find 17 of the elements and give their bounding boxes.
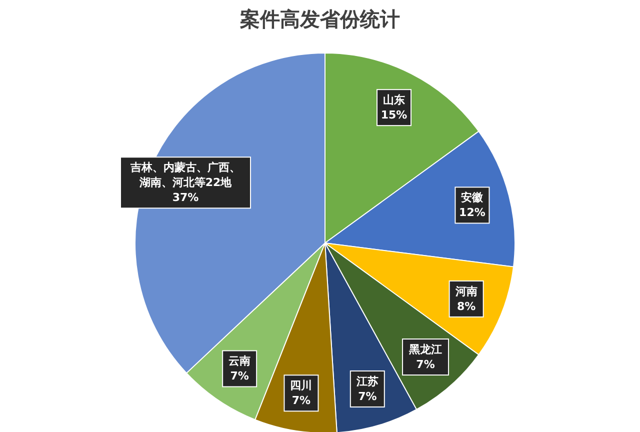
data-label: 15% xyxy=(380,108,408,122)
data-label: 7% xyxy=(416,358,435,372)
slice-label: 黑龙江 xyxy=(408,343,442,356)
data-label: 12% xyxy=(459,206,486,220)
slice-label: 河南 xyxy=(454,284,478,298)
slice-label: 山东 xyxy=(383,94,406,107)
data-label: 7% xyxy=(230,370,249,383)
slice-label: 四川 xyxy=(290,379,312,392)
slice-label: 江苏 xyxy=(355,374,378,388)
data-label: 7% xyxy=(292,394,311,408)
data-label: 7% xyxy=(358,390,377,403)
data-label: 8% xyxy=(456,300,476,313)
chart-title: 案件高发省份统计 xyxy=(239,6,401,33)
slice-label: 云南 xyxy=(228,354,251,368)
slice-label: 吉林、内蒙古、广西、湖南、河北等22地 xyxy=(130,161,240,190)
slice-label: 安徽 xyxy=(461,191,484,204)
data-label: 37% xyxy=(172,191,199,204)
